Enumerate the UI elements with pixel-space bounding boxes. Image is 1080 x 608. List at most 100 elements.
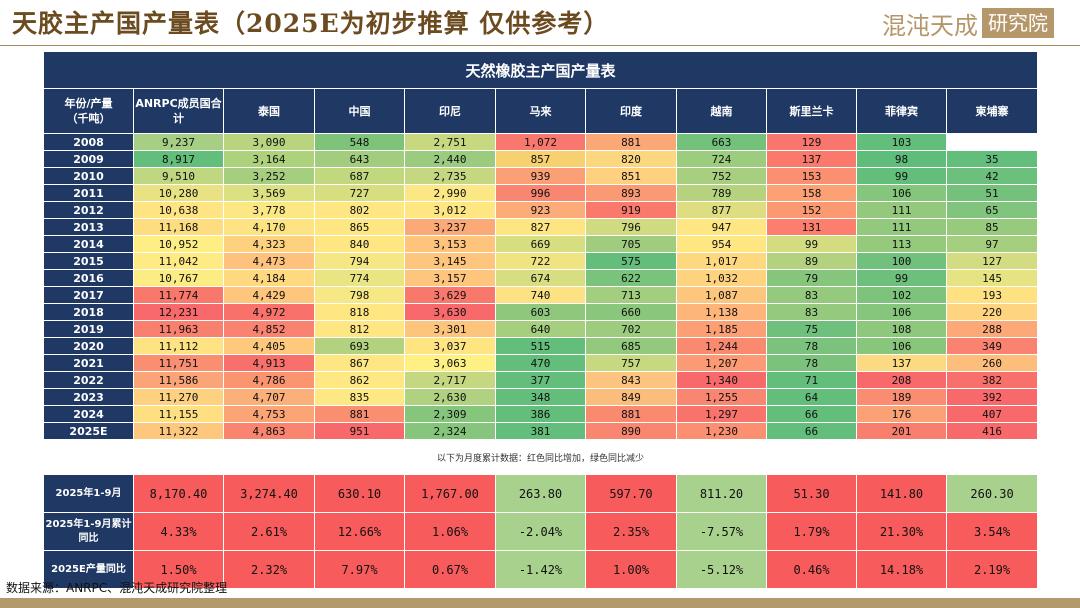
table-cell: 349 [945,337,1039,355]
table-cell: 827 [495,218,586,236]
table-cell: 71 [766,371,857,389]
monthly-cell: 2.61% [223,512,315,551]
table-cell: 674 [495,269,586,287]
table-cell: 377 [495,371,586,389]
table-cell: 11,751 [133,354,224,372]
table-cell: 3,090 [223,133,315,151]
table-cell: 35 [945,150,1039,168]
table-cell: 820 [585,150,677,168]
table-cell: 8,917 [133,150,224,168]
table-cell: 4,405 [223,337,315,355]
row-year: 2012 [43,201,134,219]
row-year: 2009 [43,150,134,168]
table-cell: 66 [766,422,857,440]
table-cell: 66 [766,405,857,423]
table-cell: 3,164 [223,150,315,168]
table-cell: 1,087 [676,286,767,304]
table-row: 2025E 11,322 4,863 951 2,324 381 890 1,230 66 201… [43,422,1039,440]
data-source-note: 数据来源：ANRPC、混沌天成研究院整理 [6,581,228,595]
table-cell: 951 [314,422,405,440]
table-cell: 11,322 [133,422,224,440]
table-cell: 65 [945,201,1039,219]
monthly-cell: 1.00% [585,550,677,589]
table-cell: 83 [766,303,857,321]
monthly-cell: 1.06% [404,512,496,551]
column-header: 泰国 [223,88,315,134]
monthly-cell: 1,767.00 [404,474,496,513]
monthly-cell: 0.67% [404,550,496,589]
table-cell: 103 [856,133,947,151]
table-cell: 548 [314,133,405,151]
table-cell: 470 [495,354,586,372]
table-cell: 2,735 [404,167,496,185]
table-row: 2017 11,774 4,429 798 3,629 740 713 1,087 83 102 1… [43,286,1039,304]
table-title: 天然橡胶主产国产量表 [42,51,1039,89]
monthly-cell: 21.30% [856,512,947,551]
table-cell: 722 [495,252,586,270]
table-cell: 660 [585,303,677,321]
bottom-decor-bar [0,598,1080,608]
column-header: 越南 [676,88,767,134]
table-cell: 640 [495,320,586,338]
table-cell: 11,042 [133,252,224,270]
table-cell: 2,717 [404,371,496,389]
table-cell: 685 [585,337,677,355]
table-cell: 705 [585,235,677,253]
table-row: 2018 12,231 4,972 818 3,630 603 660 1,138 83 106 2… [43,303,1039,321]
table-row: 2016 10,767 4,184 774 3,157 674 622 1,032 79 99 14… [43,269,1039,287]
table-cell: 4,913 [223,354,315,372]
table-cell: 3,629 [404,286,496,304]
table-cell: 840 [314,235,405,253]
table-row: 2014 10,952 4,323 840 3,153 669 705 954 99 113 97 [43,235,1039,253]
table-cell: 954 [676,235,767,253]
monthly-cell: 2.35% [585,512,677,551]
monthly-cell: -7.57% [676,512,767,551]
brand-logo: 混沌天成 研究院 [882,8,1054,40]
table-cell: 3,630 [404,303,496,321]
monthly-cell: 14.18% [856,550,947,589]
table-row: 2009 8,917 3,164 643 2,440 857 820 724 137 98 35 [43,150,1039,168]
table-cell: 4,753 [223,405,315,423]
table-cell: 3,778 [223,201,315,219]
table-cell: 919 [585,201,677,219]
table-row: 2024 11,155 4,753 881 2,309 386 881 1,297 66 176 4… [43,405,1039,423]
table-row: 2023 11,270 4,707 835 2,630 348 849 1,255 64 189 3… [43,388,1039,406]
table-cell: 669 [495,235,586,253]
table-cell: 9,510 [133,167,224,185]
monthly-cell: -2.04% [495,512,586,551]
monthly-cell: 3.54% [945,512,1039,551]
row-year: 2011 [43,184,134,202]
monthly-row: 2025年1-9月累计同比 4.33% 2.61% 12.66% 1.06% -2.04%… [43,512,1039,551]
row-year: 2024 [43,405,134,423]
table-cell: 100 [856,252,947,270]
table-cell: 4,429 [223,286,315,304]
table-cell: 75 [766,320,857,338]
table-cell: 3,153 [404,235,496,253]
row-year: 2025E [43,422,134,440]
table-cell: 89 [766,252,857,270]
table-cell: 890 [585,422,677,440]
table-row: 2011 10,280 3,569 727 2,990 996 893 789 158 106 51 [43,184,1039,202]
table-cell: 4,170 [223,218,315,236]
monthly-cell: 597.70 [585,474,677,513]
column-header: 印度 [585,88,677,134]
table-cell: 145 [945,269,1039,287]
monthly-cell: 630.10 [314,474,405,513]
row-year: 2013 [43,218,134,236]
table-cell: 3,301 [404,320,496,338]
table-cell: 2,630 [404,388,496,406]
column-header: 中国 [314,88,405,134]
table-cell: 851 [585,167,677,185]
table-row: 2015 11,042 4,473 794 3,145 722 575 1,017 89 100 1… [43,252,1039,270]
table-cell: 111 [856,201,947,219]
monthly-cell: 8,170.40 [133,474,224,513]
table-cell: 193 [945,286,1039,304]
monthly-cell: 811.20 [676,474,767,513]
table-cell: 575 [585,252,677,270]
table-cell: 687 [314,167,405,185]
table-cell: 1,138 [676,303,767,321]
table-cell: 189 [856,388,947,406]
table-cell: 10,952 [133,235,224,253]
table-cell: 3,037 [404,337,496,355]
table-cell: 3,063 [404,354,496,372]
